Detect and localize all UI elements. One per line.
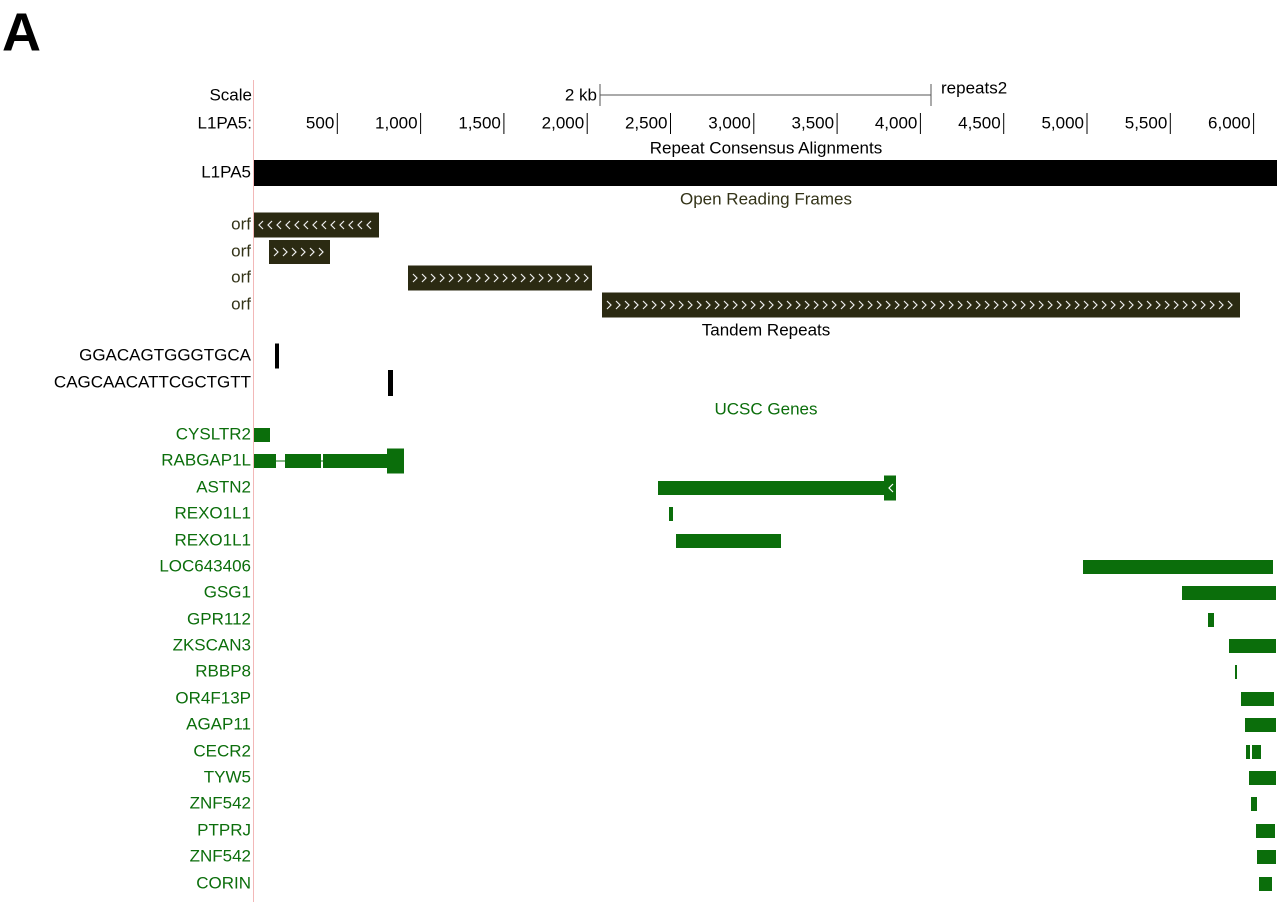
ruler-tick-label: 3,500 — [792, 113, 835, 132]
ruler-tick-label: 5,000 — [1041, 113, 1084, 132]
strand-arrows — [273, 247, 324, 257]
row-label: orf — [231, 241, 251, 260]
row-label: LOC643406 — [159, 556, 251, 575]
ruler-tick-label: 4,500 — [958, 113, 1001, 132]
row-label: orf — [231, 267, 251, 286]
feature-block — [602, 292, 1240, 318]
row-label: ZNF542 — [190, 793, 251, 812]
feature-block — [1182, 586, 1276, 600]
feature-block — [254, 428, 270, 442]
row-label: ZKSCAN3 — [173, 635, 251, 654]
scale-size: 2 kb — [565, 85, 597, 104]
scale-label: Scale — [209, 85, 252, 104]
feature-block — [269, 240, 330, 264]
feature-block — [1252, 745, 1261, 759]
strand-arrows — [258, 220, 372, 230]
feature-block — [1251, 797, 1257, 811]
ruler-tick-label: 3,000 — [708, 113, 751, 132]
strand-arrows — [412, 273, 589, 283]
ruler-label: L1PA5: — [197, 113, 252, 132]
ruler-tick-label: 4,000 — [875, 113, 918, 132]
row-label: RABGAP1L — [161, 450, 251, 469]
ruler-tick-label: 1,000 — [375, 113, 418, 132]
scale-bar — [599, 84, 932, 106]
ruler-tick-label: 2,000 — [542, 113, 585, 132]
track-title: Open Reading Frames — [680, 189, 852, 208]
row-label: ZNF542 — [190, 846, 251, 865]
panel-label: A — [2, 2, 41, 62]
track-title: Repeat Consensus Alignments — [650, 138, 882, 157]
feature-block — [658, 481, 888, 495]
feature-block — [1245, 718, 1276, 732]
feature-block — [254, 212, 379, 238]
scale-name: repeats2 — [941, 78, 1007, 97]
row-label: GGACAGTGGGTGCA — [79, 345, 252, 364]
feature-block — [275, 343, 279, 369]
feature-block — [388, 370, 393, 396]
feature-block — [1249, 771, 1276, 785]
row-label: CORIN — [196, 873, 251, 892]
feature-block — [387, 448, 404, 474]
row-label: orf — [231, 214, 251, 233]
row-label: GPR112 — [187, 609, 251, 628]
feature-block — [1241, 692, 1274, 706]
row-label: PTPRJ — [197, 820, 251, 839]
ruler-tick-label: 5,500 — [1125, 113, 1168, 132]
feature-block — [1257, 850, 1276, 864]
feature-block — [254, 454, 276, 468]
strand-arrows — [606, 300, 1233, 310]
row-label: AGAP11 — [186, 714, 251, 733]
track-title: Tandem Repeats — [702, 320, 831, 339]
row-label: TYW5 — [204, 767, 251, 786]
feature-block — [1259, 877, 1272, 891]
ruler-tick-label: 1,500 — [458, 113, 501, 132]
feature-block — [1246, 745, 1250, 759]
row-label: OR4F13P — [175, 688, 251, 707]
feature-block — [676, 534, 781, 548]
feature-block — [254, 160, 1277, 186]
row-label: RBBP8 — [195, 661, 251, 680]
ruler-tick-label: 500 — [306, 113, 334, 132]
ruler-tick-label: 2,500 — [625, 113, 668, 132]
feature-block — [1235, 665, 1237, 679]
row-label: REXO1L1 — [174, 530, 251, 549]
row-label: L1PA5 — [201, 162, 251, 181]
strand-arrows — [888, 483, 894, 493]
row-label: CECR2 — [193, 741, 251, 760]
track-title: UCSC Genes — [715, 399, 818, 418]
row-label: orf — [231, 294, 251, 313]
feature-block — [669, 507, 673, 521]
row-label: ASTN2 — [196, 477, 251, 496]
ruler-tick-label: 6,000 — [1208, 113, 1251, 132]
feature-block — [884, 475, 896, 501]
feature-block — [1208, 613, 1214, 627]
feature-block — [285, 454, 321, 468]
row-label: REXO1L1 — [174, 503, 251, 522]
feature-block — [1083, 560, 1273, 574]
row-label: CYSLTR2 — [176, 424, 251, 443]
feature-block — [1229, 639, 1276, 653]
feature-block — [323, 454, 387, 468]
row-label: GSG1 — [204, 582, 251, 601]
feature-block — [1256, 824, 1275, 838]
row-label: CAGCAACATTCGCTGTT — [54, 372, 251, 391]
